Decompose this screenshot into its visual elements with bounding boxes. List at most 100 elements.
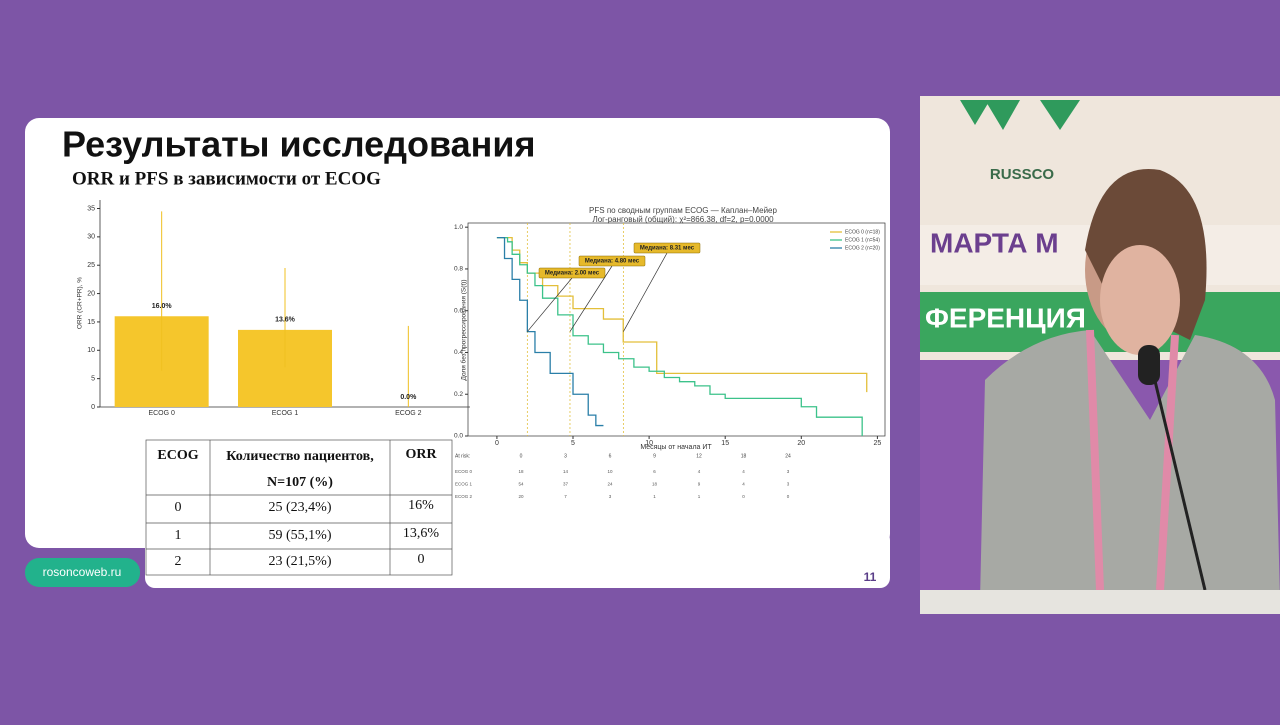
table-cell: 59 (55,1%) (269, 528, 332, 543)
x-tick-label: 25 (873, 440, 881, 447)
x-tick-label: ECOG 1 (272, 410, 299, 417)
at-risk-time: 24 (785, 453, 791, 459)
y-tick-label: 20 (87, 290, 95, 297)
y-tick-label: 0.6 (454, 307, 463, 314)
table-cell: 25 (23,4%) (269, 500, 332, 515)
at-risk-cell: 4 (698, 469, 701, 474)
page-number: 11 (864, 570, 877, 584)
median-arrow (623, 252, 668, 332)
y-tick-label: 25 (87, 262, 95, 269)
x-tick-label: 15 (721, 440, 729, 447)
at-risk-time: 12 (696, 453, 702, 459)
chart-title: PFS по сводным группам ECOG — Каплан–Мей… (589, 206, 777, 215)
y-tick-label: 15 (87, 319, 95, 326)
at-risk-time: 9 (653, 453, 656, 459)
y-tick-label: 0.8 (454, 266, 463, 273)
y-tick-label: 0.2 (454, 391, 463, 398)
at-risk-time: 3 (564, 453, 567, 459)
x-tick-label: 20 (797, 440, 805, 447)
y-tick-label: 0.0 (454, 433, 463, 440)
at-risk-cell: 54 (518, 482, 524, 487)
slide-subtitle: ORR и PFS в зависимости от ECOG (72, 168, 381, 189)
speaker-photo (920, 96, 1280, 614)
at-risk-cell: 3 (787, 482, 790, 487)
table-cell: 13,6% (403, 526, 440, 541)
at-risk-cell: 24 (607, 482, 613, 487)
slide-title: Результаты исследования (62, 124, 536, 165)
at-risk-cell: 0 (742, 494, 745, 499)
at-risk-cell: 6 (653, 469, 656, 474)
y-tick-label: 5 (91, 375, 95, 382)
median-label: Медиана: 8.31 мес (640, 246, 695, 252)
at-risk-cell: ECOG 1 (455, 482, 473, 487)
at-risk-time: 6 (609, 453, 612, 459)
table-cell: 0 (418, 552, 425, 567)
x-tick-label: 0 (495, 440, 499, 447)
median-box (578, 255, 646, 267)
table-cell: Количество пациентов, (226, 449, 373, 464)
table-cell: 2 (175, 554, 182, 569)
at-risk-cell: 7 (564, 494, 567, 499)
sign-text: ФЕРЕНЦИЯ (925, 302, 1086, 333)
x-tick-label: 10 (645, 440, 653, 447)
km-curve (496, 236, 863, 436)
at-risk-cell: ECOG 2 (455, 494, 473, 499)
at-risk-cell: 10 (607, 469, 613, 474)
table-cell: 1 (175, 528, 182, 543)
at-risk-cell: 14 (563, 469, 569, 474)
y-tick-label: 1.0 (454, 224, 463, 231)
y-axis-label: Доля без прогрессирования (S(t)) (460, 279, 468, 380)
at-risk-time: 18 (741, 453, 747, 459)
y-tick-label: 10 (87, 347, 95, 354)
legend-label: ECOG 0 (n=18) (845, 229, 880, 235)
y-axis-label: ORR (CR+PR), % (77, 277, 84, 329)
at-risk-cell: 37 (563, 482, 569, 487)
at-risk-cell: 3 (609, 494, 612, 499)
median-box (538, 267, 606, 279)
chart-subtitle: Лог-ранговый (общий): χ²=866.38, df=2, p… (592, 215, 774, 224)
y-tick-label: 30 (87, 234, 95, 241)
table-cell: 23 (21,5%) (269, 554, 332, 569)
at-risk-cell: 0 (787, 494, 790, 499)
table-cell: ECOG (157, 448, 198, 463)
footer-site: rosoncoweb.ru (43, 565, 122, 579)
at-risk-cell: 4 (742, 482, 745, 487)
table-bg (145, 439, 453, 576)
value-label: 0.0% (400, 394, 417, 401)
table-cell: 0 (175, 500, 182, 515)
value-label: 13.6% (275, 317, 296, 324)
x-tick-label: ECOG 0 (148, 410, 175, 417)
at-risk-cell: 3 (787, 469, 790, 474)
at-risk-cell: ECOG 0 (455, 469, 473, 474)
x-axis-label: Месяцы от начала ИТ (640, 444, 712, 451)
table-cell: ORR (405, 447, 437, 462)
at-risk-cell: 9 (698, 482, 701, 487)
at-risk-time: 0 (520, 453, 523, 459)
median-box (633, 242, 701, 254)
table-cell: 16% (408, 498, 434, 513)
median-label: Медиана: 4.80 мес (585, 259, 640, 265)
at-risk-cell: 18 (652, 482, 658, 487)
y-tick-label: 0.4 (454, 349, 463, 356)
sign-text: МАРТА М (930, 227, 1059, 258)
at-risk-cell: 1 (698, 494, 701, 499)
footer-pill (25, 558, 140, 587)
value-label: 16.0% (152, 303, 173, 310)
at-risk-cell: 20 (518, 494, 524, 499)
y-tick-label: 0 (91, 404, 95, 411)
legend-label: ECOG 2 (n=20) (845, 245, 880, 251)
at-risk-label: At risk: (455, 453, 470, 459)
at-risk-cell: 4 (742, 469, 745, 474)
median-label: Медиана: 2.00 мес (545, 271, 600, 277)
plot-frame (467, 222, 886, 437)
at-risk-cell: 18 (518, 469, 524, 474)
km-curve (496, 236, 604, 427)
x-tick-label: 5 (571, 440, 575, 447)
legend-label: ECOG 1 (n=54) (845, 237, 880, 243)
median-arrow (569, 265, 613, 332)
x-tick-label: ECOG 2 (395, 410, 422, 417)
y-tick-label: 35 (87, 205, 95, 212)
table-cell: N=107 (%) (267, 475, 333, 490)
sign-text: RUSSCO (990, 166, 1055, 183)
